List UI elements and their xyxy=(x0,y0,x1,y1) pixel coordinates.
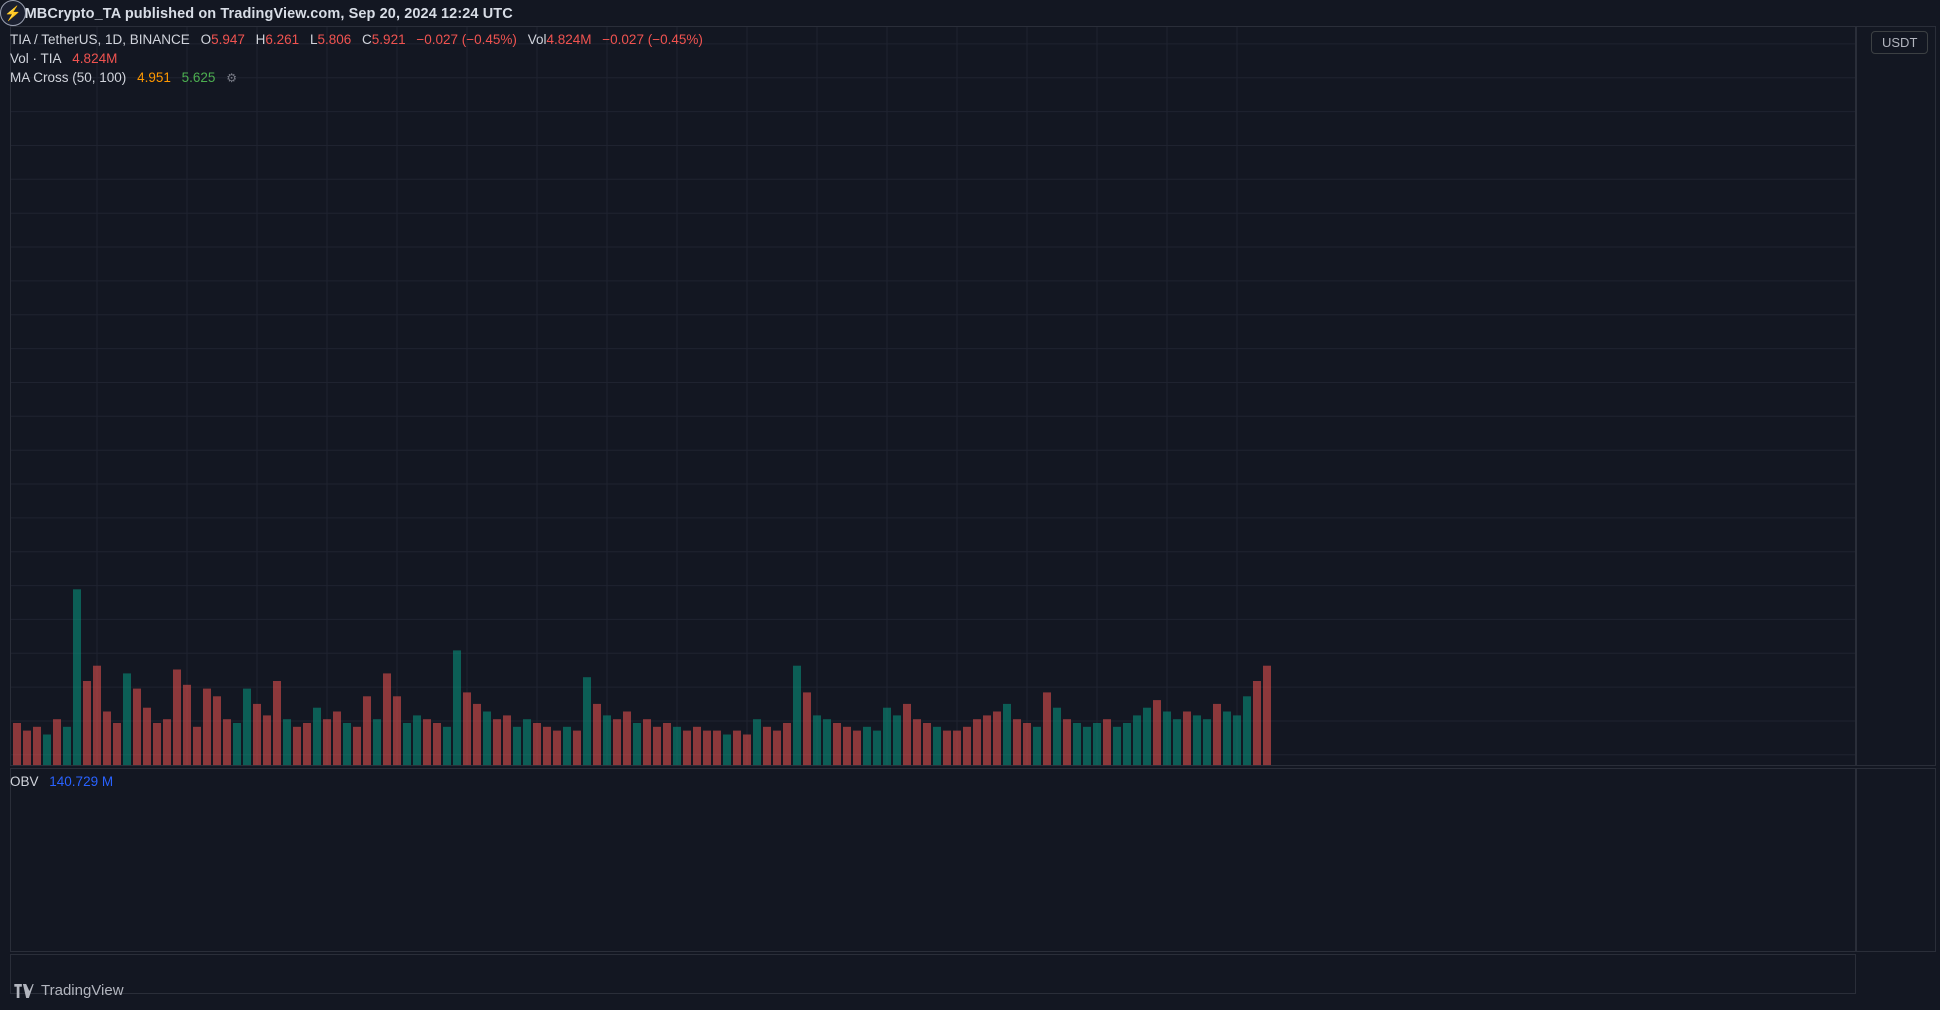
ohlc-l-label: L xyxy=(309,32,318,47)
volume-study-name: Vol · TIA xyxy=(10,51,62,66)
price-plot-area[interactable] xyxy=(11,27,1855,765)
symbol-legend-row[interactable]: TIA / TetherUS, 1D, BINANCE O5.947 H6.26… xyxy=(10,32,703,47)
obv-study-value: 140.729 M xyxy=(49,774,114,789)
ohlc-l-value: 5.806 xyxy=(317,32,352,47)
ohlc-c-value: 5.921 xyxy=(371,32,406,47)
volume-label: Vol xyxy=(527,32,547,47)
obv-plot-area[interactable] xyxy=(11,769,1855,951)
obv-legend[interactable]: OBV 140.729 M xyxy=(10,774,113,789)
price-chart-svg xyxy=(11,27,1855,765)
replay-lightning-button[interactable]: ⚡ xyxy=(0,0,26,26)
volume-value: 4.824M xyxy=(546,32,592,47)
settings-gear-icon[interactable]: ⚙ xyxy=(226,71,237,85)
price-scale[interactable]: USDT xyxy=(1856,26,1936,766)
attribution-text: AMBCrypto_TA published on TradingView.co… xyxy=(14,6,513,22)
ma-fast-value: 4.951 xyxy=(137,70,171,85)
symbol-title: TIA / TetherUS, 1D, BINANCE xyxy=(10,32,190,47)
lightning-icon: ⚡ xyxy=(4,4,22,21)
ohlc-o-value: 5.947 xyxy=(211,32,245,47)
ma-slow-value: 5.625 xyxy=(181,70,216,85)
volume-study-value: 4.824M xyxy=(72,51,118,66)
tradingview-mark-icon xyxy=(14,983,34,998)
tradingview-logo[interactable]: TradingView xyxy=(14,982,124,999)
ohlc-h-value: 6.261 xyxy=(265,32,300,47)
currency-unit-chip[interactable]: USDT xyxy=(1871,31,1929,54)
volume-change: −0.027 (−0.45%) xyxy=(602,32,703,47)
ohlc-c-label: C xyxy=(362,32,372,47)
price-change: −0.027 (−0.45%) xyxy=(416,32,517,47)
price-pane[interactable] xyxy=(10,26,1856,766)
time-scale[interactable] xyxy=(10,954,1856,994)
obv-study-name: OBV xyxy=(10,774,39,789)
ohlc-h-label: H xyxy=(255,32,266,47)
obv-pane[interactable] xyxy=(10,768,1856,952)
ohlc-o-label: O xyxy=(200,32,212,47)
ma-study-name: MA Cross (50, 100) xyxy=(10,70,127,85)
obv-scale[interactable] xyxy=(1856,768,1936,952)
volume-study-legend[interactable]: Vol · TIA 4.824M xyxy=(10,51,117,66)
tradingview-wordmark: TradingView xyxy=(41,982,124,999)
ma-cross-legend[interactable]: MA Cross (50, 100) 4.951 5.625 ⚙ xyxy=(10,70,237,85)
obv-chart-svg xyxy=(11,769,1855,951)
